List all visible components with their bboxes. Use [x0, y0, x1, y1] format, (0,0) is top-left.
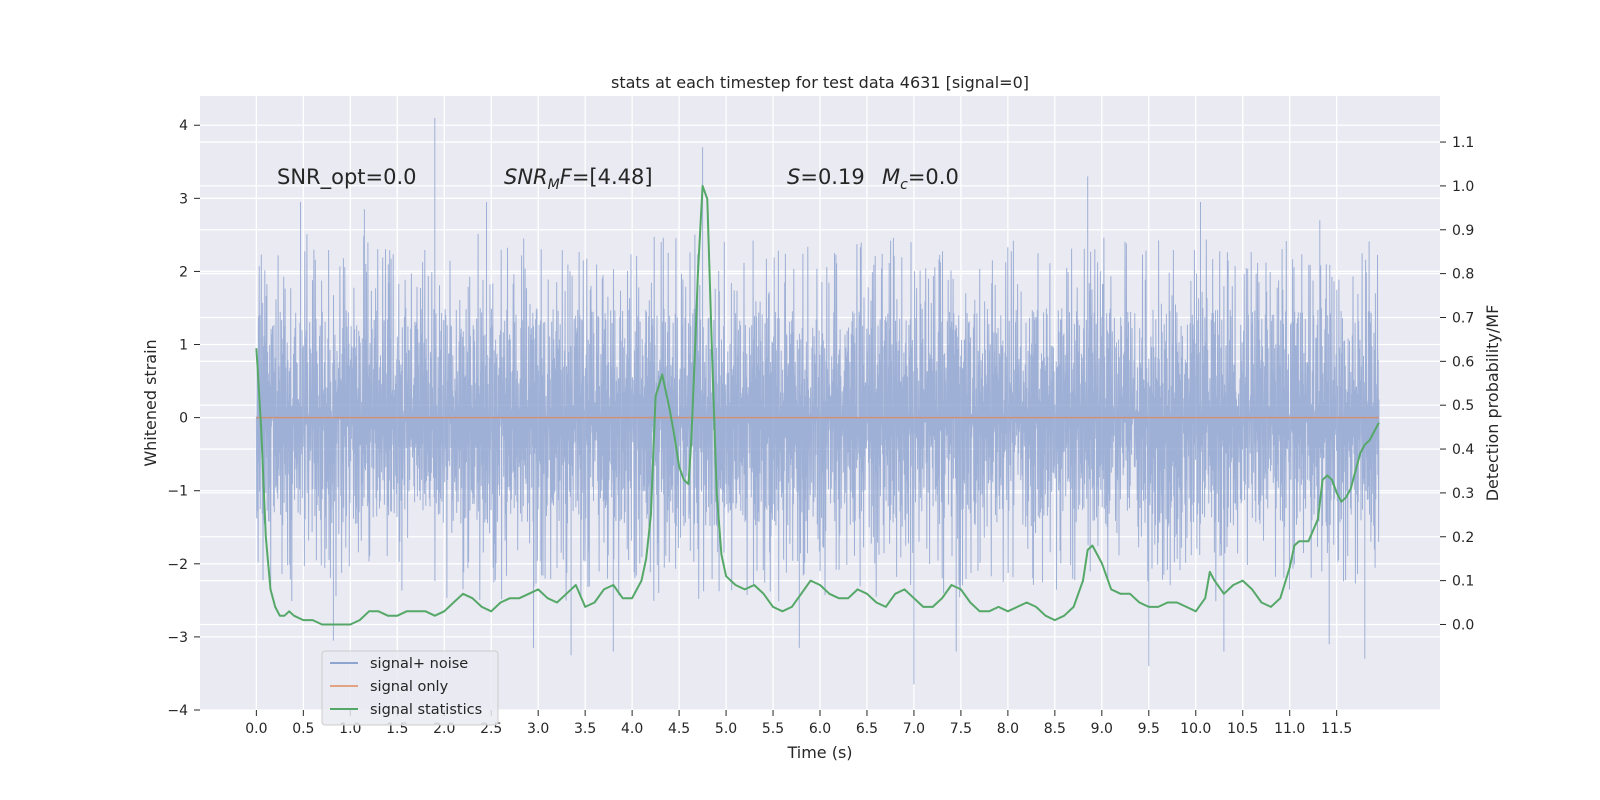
annotation-mc: Mc=0.0 — [882, 165, 959, 193]
x-tick-label: 0.0 — [245, 721, 267, 737]
legend-label-signal-statistics: signal statistics — [370, 702, 482, 718]
y-axis-label-right: Detection probability/MF — [1483, 305, 1502, 502]
series-signal-noise — [255, 117, 1380, 685]
y-axis-label: Whitened strain — [141, 339, 160, 466]
y-tick-label-right: 0.7 — [1452, 310, 1474, 326]
y-tick-label-right: 0.4 — [1452, 442, 1474, 458]
x-tick-label: 7.0 — [903, 721, 925, 737]
legend-label-signal-noise: signal+ noise — [370, 656, 468, 672]
series-signal-statistics — [255, 184, 1380, 626]
annotation-s-main: S — [787, 165, 800, 189]
x-tick-label: 6.5 — [856, 721, 878, 737]
x-tick-label: 11.5 — [1321, 721, 1352, 737]
y-tick-label-right: 0.9 — [1452, 223, 1474, 239]
x-tick-label: 8.5 — [1044, 721, 1066, 737]
y-tick-label: −3 — [167, 630, 188, 646]
y-tick-label: −4 — [167, 703, 188, 719]
y-tick-label: −2 — [167, 557, 188, 573]
y-tick-label-right: 0.6 — [1452, 354, 1474, 370]
y-tick-label: −1 — [167, 484, 188, 500]
y-tick-label-right: 0.1 — [1452, 574, 1474, 590]
y-tick-label: 3 — [179, 191, 188, 207]
annotation-snr-mf-sub: M — [548, 177, 560, 193]
axes-ticks: 0.0 0.5 1.0 1.5 2.0 2.5 3.0 3.5 4.0 4.5 5.0 5.5 6.0 6… — [167, 118, 1474, 737]
annotation-snr-mf-main: SNR — [504, 165, 548, 189]
annotation-snr-mf-f: F — [560, 165, 573, 189]
annotation-snr-opt: SNR_opt=0.0 — [277, 165, 417, 190]
y-tick-label-right: 0.2 — [1452, 530, 1474, 546]
x-tick-label: 9.0 — [1091, 721, 1113, 737]
legend-box — [321, 650, 499, 726]
x-tick-label: 9.5 — [1138, 721, 1160, 737]
x-tick-label: 6.0 — [809, 721, 831, 737]
x-tick-label: 10.0 — [1180, 721, 1211, 737]
annotation-s-value: =0.19 — [800, 165, 864, 189]
annotation-mc-value: =0.0 — [908, 165, 959, 189]
annotation-snr-mf-value: =[4.48] — [572, 165, 653, 189]
x-tick-label: 4.0 — [621, 721, 643, 737]
x-tick-label: 10.5 — [1227, 721, 1258, 737]
y-tick-label: 2 — [179, 264, 188, 280]
x-tick-label: 5.5 — [762, 721, 784, 737]
x-tick-label: 0.5 — [292, 721, 314, 737]
x-tick-label: 8.0 — [997, 721, 1019, 737]
y-tick-label: 0 — [179, 411, 188, 427]
x-tick-label: 11.0 — [1274, 721, 1305, 737]
noise-trace — [255, 117, 1380, 685]
annotation-s: S=0.19 — [787, 165, 865, 189]
annotations: SNR_opt=0.0 SNRMF=[4.48] S=0.19 Mc=0.0 — [277, 165, 959, 193]
annotation-mc-main: M — [882, 165, 900, 189]
legend: signal+ noise signal only signal statist… — [321, 650, 499, 726]
y-tick-label: 4 — [179, 118, 188, 134]
x-tick-label: 3.5 — [574, 721, 596, 737]
annotation-mc-sub: c — [900, 177, 908, 193]
x-tick-label: 5.0 — [715, 721, 737, 737]
y-tick-label-right: 0.8 — [1452, 267, 1474, 283]
x-tick-label: 7.5 — [950, 721, 972, 737]
y-tick-label-right: 0.0 — [1452, 617, 1474, 633]
y-tick-label-right: 1.1 — [1452, 135, 1474, 151]
signal-statistics-line — [255, 184, 1380, 626]
y-tick-label-right: 0.3 — [1452, 486, 1474, 502]
legend-label-signal-only: signal only — [370, 679, 449, 695]
annotation-snr-mf: SNRMF=[4.48] — [504, 165, 653, 193]
x-axis-label: Time (s) — [786, 743, 852, 762]
x-tick-label: 3.0 — [527, 721, 549, 737]
y-tick-label-right: 0.5 — [1452, 398, 1474, 414]
x-tick-label: 4.5 — [668, 721, 690, 737]
y-tick-label-right: 1.0 — [1452, 179, 1474, 195]
y-tick-label: 1 — [179, 338, 188, 354]
chart-title: stats at each timestep for test data 463… — [611, 73, 1029, 92]
